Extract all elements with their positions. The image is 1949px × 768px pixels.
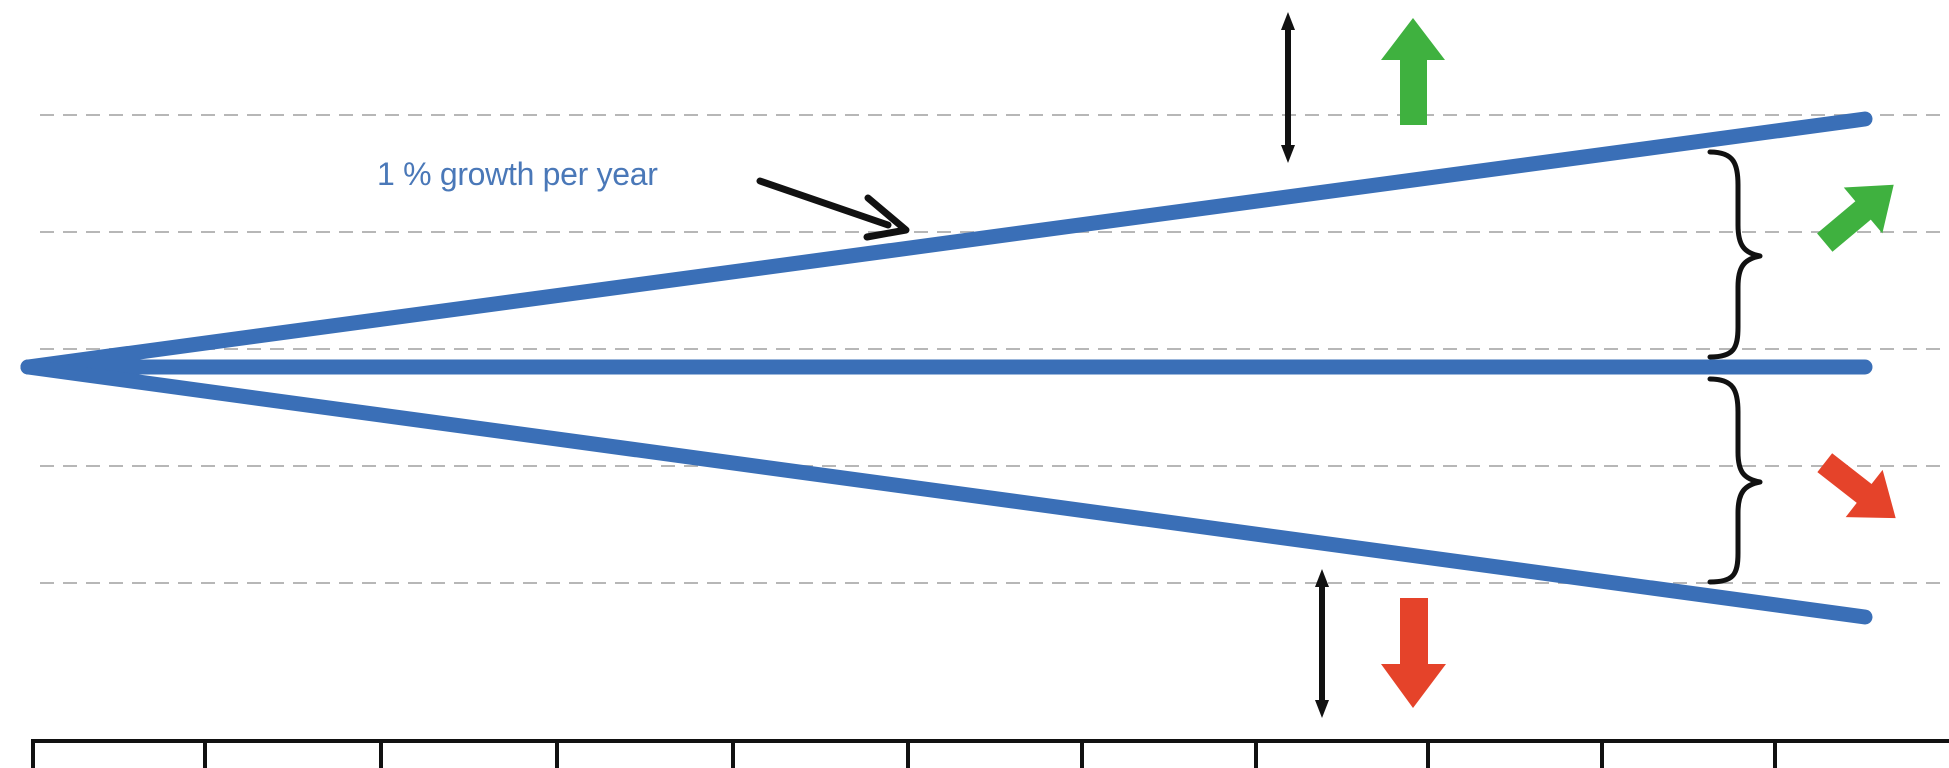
arrow-up-icon [1381,18,1445,125]
growth-annotation-label: 1 % growth per year [377,156,658,192]
time-axis [31,739,1949,768]
upper-curly-brace-icon [1707,149,1763,360]
gridlines [40,114,1949,584]
lower-range-marker-icon [1315,569,1329,718]
trend-lines [20,111,1873,625]
lower-decline-line [20,359,1873,625]
arrow-down-icon [1381,598,1446,708]
arrow-down-right-icon [1817,453,1896,519]
arrow-up-right-icon [1817,184,1894,252]
upper-range-marker-icon [1281,12,1295,163]
lower-curly-brace-icon [1707,376,1763,585]
annotation-pointer-arrow [756,177,910,241]
upper-growth-line [20,111,1873,375]
